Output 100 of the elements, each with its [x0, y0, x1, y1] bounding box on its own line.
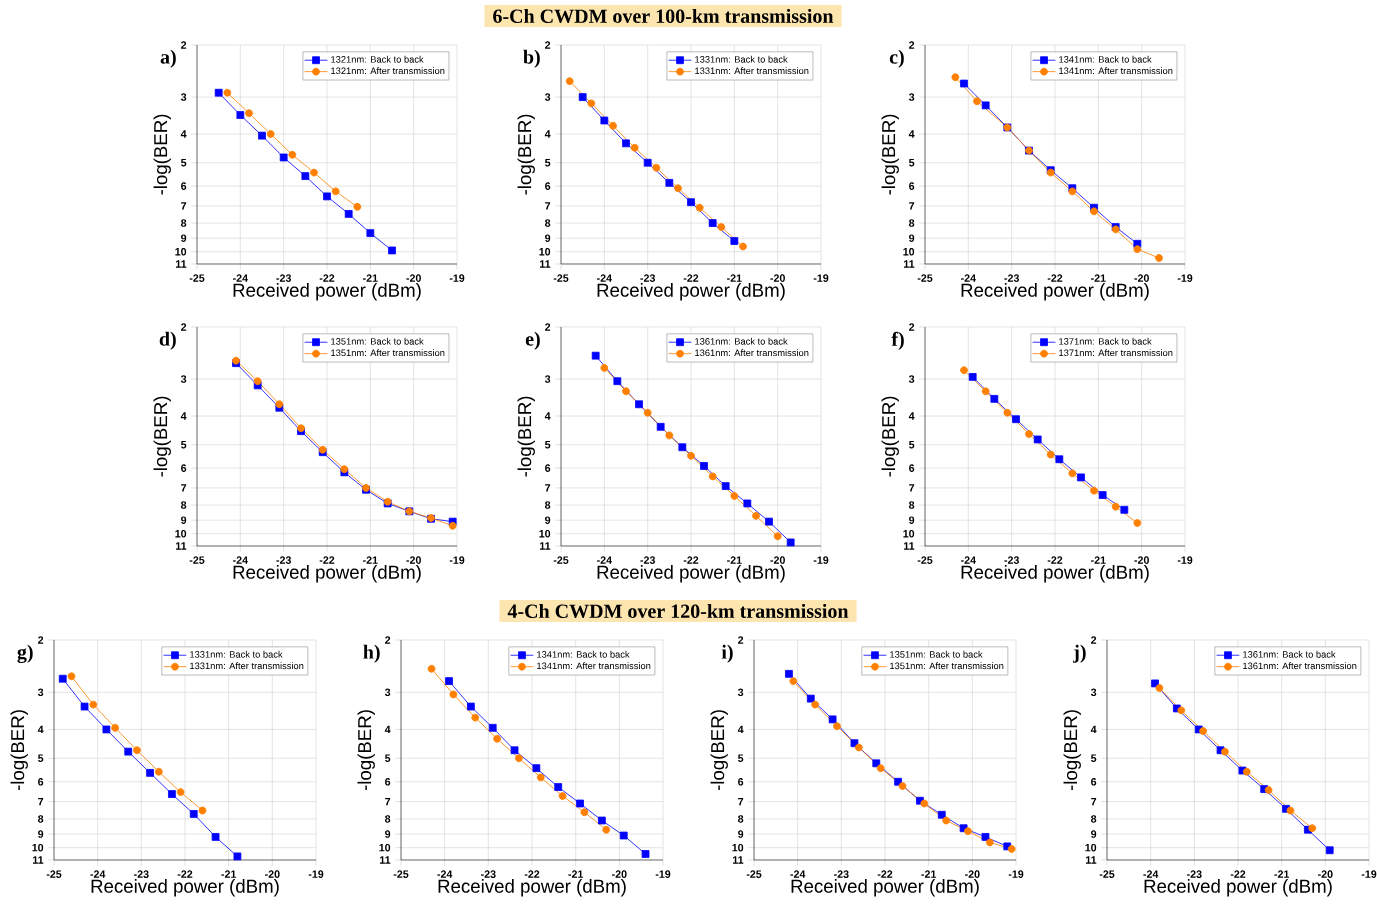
y-tick-label: 8 [385, 815, 391, 823]
x-tick-label: -19 [655, 870, 671, 878]
x-tick-label: -20 [1134, 556, 1149, 564]
y-tick-label: 6 [38, 778, 44, 786]
x-tick-label: -24 [1143, 870, 1159, 878]
y-tick-label: 5 [738, 754, 744, 762]
legend-label: 1371nm: Back to back [1059, 337, 1152, 345]
y-tick-label: 11 [176, 542, 187, 550]
y-tick-label: 9 [545, 516, 551, 524]
x-tick-label: -25 [189, 556, 205, 564]
x-tick-label: -24 [437, 870, 453, 878]
y-tick-label: 8 [1091, 815, 1097, 823]
y-tick-label: 6 [738, 778, 744, 786]
x-tick-label: -25 [1099, 870, 1115, 878]
y-tick-label: 3 [180, 375, 187, 383]
y-axis-title: -log(BER) [153, 396, 171, 477]
x-tick-label: -22 [1230, 870, 1246, 878]
y-tick-label: 9 [1091, 830, 1097, 838]
x-tick-label: -22 [319, 274, 335, 282]
y-tick-label: 6 [1091, 778, 1097, 786]
x-tick-label: -20 [265, 870, 280, 878]
y-tick-label: 9 [738, 830, 744, 838]
y-tick-label: 2 [909, 323, 915, 331]
legend-label: 1341nm: After transmission [537, 662, 651, 670]
text: a) [160, 49, 176, 68]
y-tick-label: 11 [1086, 856, 1097, 864]
y-tick-label: 11 [380, 856, 391, 864]
x-axis-title: Received power (dBm) [791, 879, 979, 897]
x-tick-label: -22 [319, 556, 335, 564]
y-tick-label: 7 [545, 202, 551, 210]
y-tick-label: 10 [539, 247, 551, 256]
y-tick-label: 3 [908, 375, 915, 383]
legend-label: 1351nm: Back to back [890, 650, 983, 658]
y-tick-label: 2 [385, 636, 391, 644]
y-tick-label: 11 [904, 260, 915, 268]
y-tick-label: 6 [545, 182, 551, 190]
y-tick-label: 7 [38, 797, 44, 806]
x-tick-label: -23 [834, 870, 849, 878]
y-tick-label: 4 [180, 412, 187, 420]
y-tick-label: 4 [544, 130, 551, 138]
y-tick-label: 6 [385, 778, 391, 786]
legend-label: 1331nm: After transmission [190, 662, 304, 670]
legend-label: 1351nm: Back to back [331, 337, 424, 345]
text: g) [17, 644, 33, 663]
y-tick-label: 8 [738, 815, 744, 823]
x-axis-title: Received power (dBm) [438, 879, 626, 897]
x-tick-label: -22 [524, 870, 540, 878]
y-tick-label: 4 [544, 412, 551, 420]
y-tick-label: 10 [903, 247, 915, 256]
y-tick-label: 2 [38, 636, 44, 644]
y-tick-label: 4 [737, 725, 744, 734]
y-tick-label: 5 [909, 158, 915, 167]
y-tick-label: 9 [181, 234, 187, 242]
y-tick-label: 4 [384, 725, 391, 734]
x-tick-label: -22 [1047, 556, 1063, 564]
y-tick-label: 2 [545, 323, 551, 331]
y-tick-label: 3 [737, 688, 744, 697]
text: e) [525, 331, 540, 350]
y-axis-title: -log(BER) [517, 396, 535, 477]
y-tick-label: 7 [738, 797, 744, 806]
x-axis-title: Received power (dBm) [233, 565, 421, 583]
legend-label: 1331nm: Back to back [190, 650, 283, 658]
y-tick-label: 3 [908, 93, 915, 101]
y-tick-label: 3 [1090, 688, 1097, 697]
y-tick-label: 5 [1091, 754, 1097, 762]
y-tick-label: 11 [540, 260, 551, 268]
y-tick-label: 10 [732, 843, 744, 852]
y-tick-label: 8 [181, 219, 187, 227]
y-axis-title: -log(BER) [517, 114, 535, 195]
x-axis-title: Received power (dBm) [233, 283, 421, 301]
x-axis-title: Received power (dBm) [961, 565, 1149, 583]
x-tick-label: -20 [965, 870, 980, 878]
y-tick-label: 10 [903, 529, 915, 538]
x-tick-label: -24 [233, 274, 248, 282]
x-tick-label: -20 [770, 274, 785, 282]
text: i) [721, 644, 733, 663]
x-tick-label: -23 [640, 556, 655, 564]
x-tick-label: -25 [189, 274, 205, 282]
y-tick-label: 3 [544, 93, 551, 101]
x-tick-label: -24 [790, 870, 806, 878]
legend-label: 1331nm: Back to back [695, 55, 788, 63]
y-tick-label: 11 [176, 260, 187, 268]
y-axis-title: -log(BER) [710, 710, 728, 791]
x-tick-label: -24 [961, 274, 976, 282]
y-tick-label: 9 [385, 830, 391, 838]
y-tick-label: 11 [540, 542, 551, 550]
y-tick-label: 10 [539, 529, 551, 538]
y-tick-label: 11 [33, 856, 44, 864]
y-tick-label: 3 [544, 375, 551, 383]
x-axis-title: Received power (dBm) [1144, 879, 1332, 897]
x-tick-label: -21 [1091, 556, 1106, 564]
y-tick-label: 8 [181, 501, 187, 509]
x-tick-label: -19 [1008, 870, 1024, 878]
x-tick-label: -21 [727, 274, 742, 282]
y-tick-label: 5 [909, 440, 915, 449]
y-axis-title: -log(BER) [881, 114, 899, 195]
x-tick-label: -20 [770, 556, 785, 564]
x-tick-label: -24 [597, 556, 612, 564]
text: j) [1073, 644, 1086, 663]
x-tick-label: -23 [134, 870, 149, 878]
